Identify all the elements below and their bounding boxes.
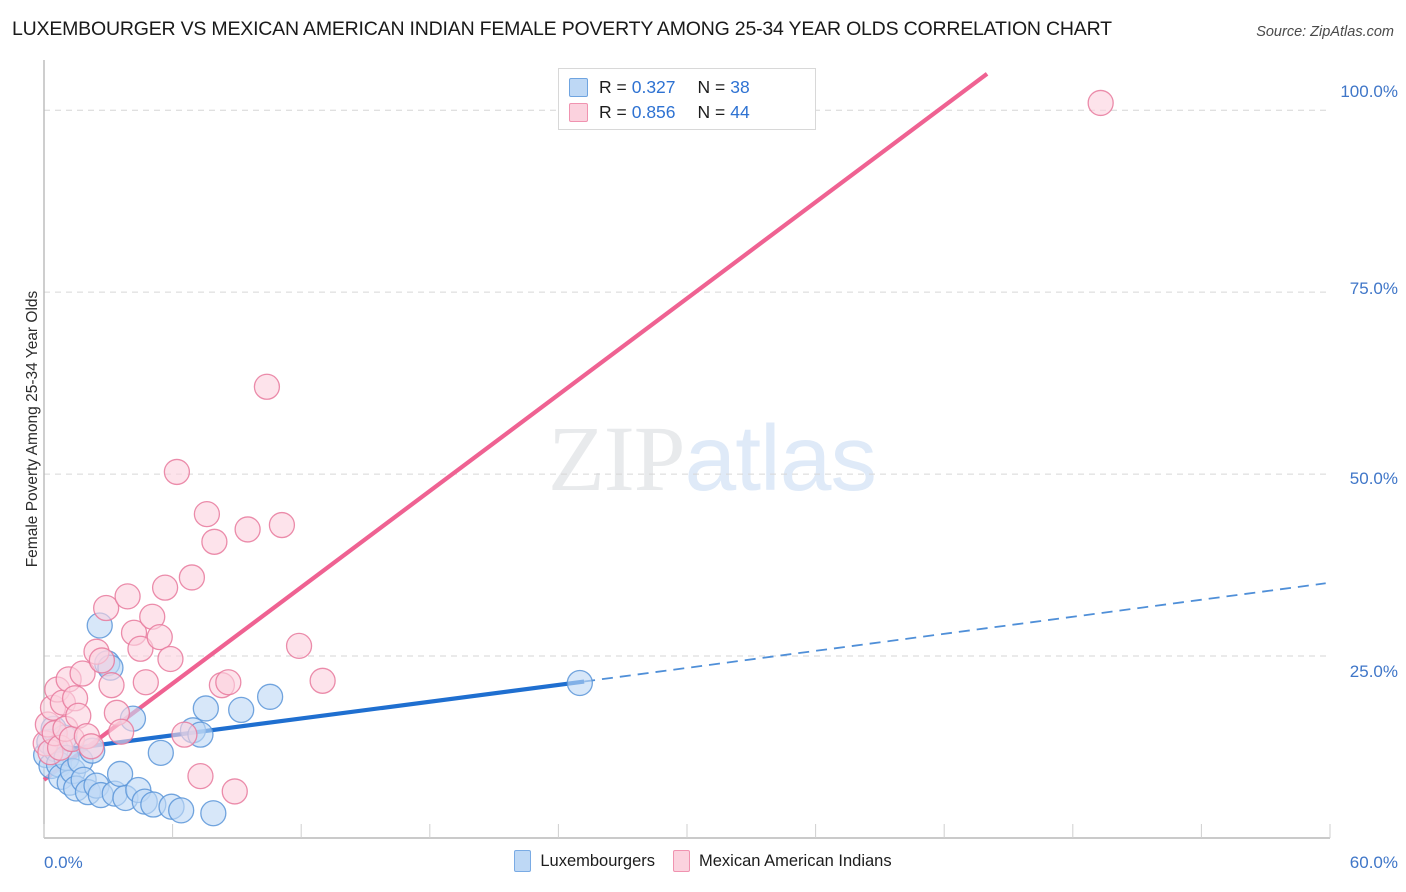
data-point[interactable] (187, 762, 214, 790)
data-point[interactable] (309, 667, 336, 694)
x-axis-tick-min: 0.0% (44, 853, 83, 872)
series-label-mexican-american-indians: Mexican American Indians (699, 851, 892, 870)
data-point[interactable] (157, 645, 184, 673)
data-point[interactable] (234, 516, 261, 543)
correlation-legend: R = 0.327 N = 38 R = 0.856 N = 44 (558, 68, 816, 130)
legend-n-label-2: N = (697, 102, 726, 122)
series-legend-item-luxembourgers[interactable]: Luxembourgers (514, 850, 655, 872)
legend-n-value-2: 44 (730, 102, 750, 122)
x-axis-tick-max: 60.0% (1349, 853, 1398, 872)
legend-row-mexican-american-indians: R = 0.856 N = 44 (569, 100, 805, 125)
legend-r-value-2: 0.856 (631, 102, 676, 122)
data-point[interactable] (127, 635, 154, 662)
legend-n-value-1: 38 (730, 77, 750, 97)
legend-swatch-luxembourgers (569, 78, 588, 97)
data-point[interactable] (114, 583, 141, 610)
data-point[interactable] (1087, 89, 1114, 117)
page-title: LUXEMBOURGER VS MEXICAN AMERICAN INDIAN … (12, 18, 1112, 40)
series-swatch-luxembourgers (514, 850, 532, 872)
data-point[interactable] (192, 695, 219, 722)
data-point[interactable] (151, 574, 179, 601)
data-point[interactable] (168, 797, 195, 824)
series-legend: Luxembourgers Mexican American Indians (0, 850, 1406, 872)
data-point[interactable] (163, 458, 191, 486)
data-point[interactable] (98, 672, 125, 699)
trend-line-luxembourgers (43, 679, 585, 755)
data-point[interactable] (253, 373, 281, 400)
data-point[interactable] (566, 669, 593, 697)
data-point[interactable] (201, 528, 228, 555)
trend-line-mexican-american-indians (42, 72, 989, 782)
source-label: Source: ZipAtlas.com (1256, 24, 1394, 40)
y-axis-tick-50: 50.0% (1349, 469, 1398, 488)
data-point[interactable] (171, 721, 198, 748)
legend-n-label-1: N = (697, 77, 726, 97)
y-axis-tick-100: 100.0% (1340, 82, 1398, 101)
data-point[interactable] (285, 632, 313, 660)
trend-line-extension-luxembourgers (584, 582, 1326, 683)
data-point[interactable] (93, 594, 120, 622)
data-point[interactable] (200, 800, 227, 827)
data-point[interactable] (268, 511, 296, 539)
legend-r-label-2: R = (599, 102, 627, 122)
data-point[interactable] (69, 660, 96, 687)
data-point[interactable] (228, 696, 255, 724)
data-point[interactable] (146, 623, 173, 651)
data-point[interactable] (178, 564, 206, 591)
data-point[interactable] (132, 669, 159, 696)
data-point[interactable] (256, 683, 284, 710)
data-point[interactable] (147, 739, 174, 766)
legend-row-luxembourgers: R = 0.327 N = 38 (569, 75, 805, 100)
data-point[interactable] (108, 718, 135, 745)
y-axis-tick-25: 25.0% (1349, 662, 1398, 681)
data-point[interactable] (221, 778, 248, 805)
series-points-mexican-american-indians (32, 89, 1114, 805)
y-axis-tick-75: 75.0% (1349, 279, 1398, 298)
legend-r-value-1: 0.327 (631, 77, 676, 97)
data-point[interactable] (88, 647, 116, 674)
data-point[interactable] (193, 500, 221, 528)
series-legend-item-mexican-american-indians[interactable]: Mexican American Indians (673, 850, 892, 872)
legend-swatch-mexican-american-indians (569, 103, 588, 122)
data-point[interactable] (215, 669, 242, 696)
series-swatch-mexican-american-indians (673, 850, 691, 872)
series-label-luxembourgers: Luxembourgers (540, 851, 656, 870)
data-point[interactable] (78, 733, 105, 760)
legend-r-label-1: R = (599, 77, 627, 97)
